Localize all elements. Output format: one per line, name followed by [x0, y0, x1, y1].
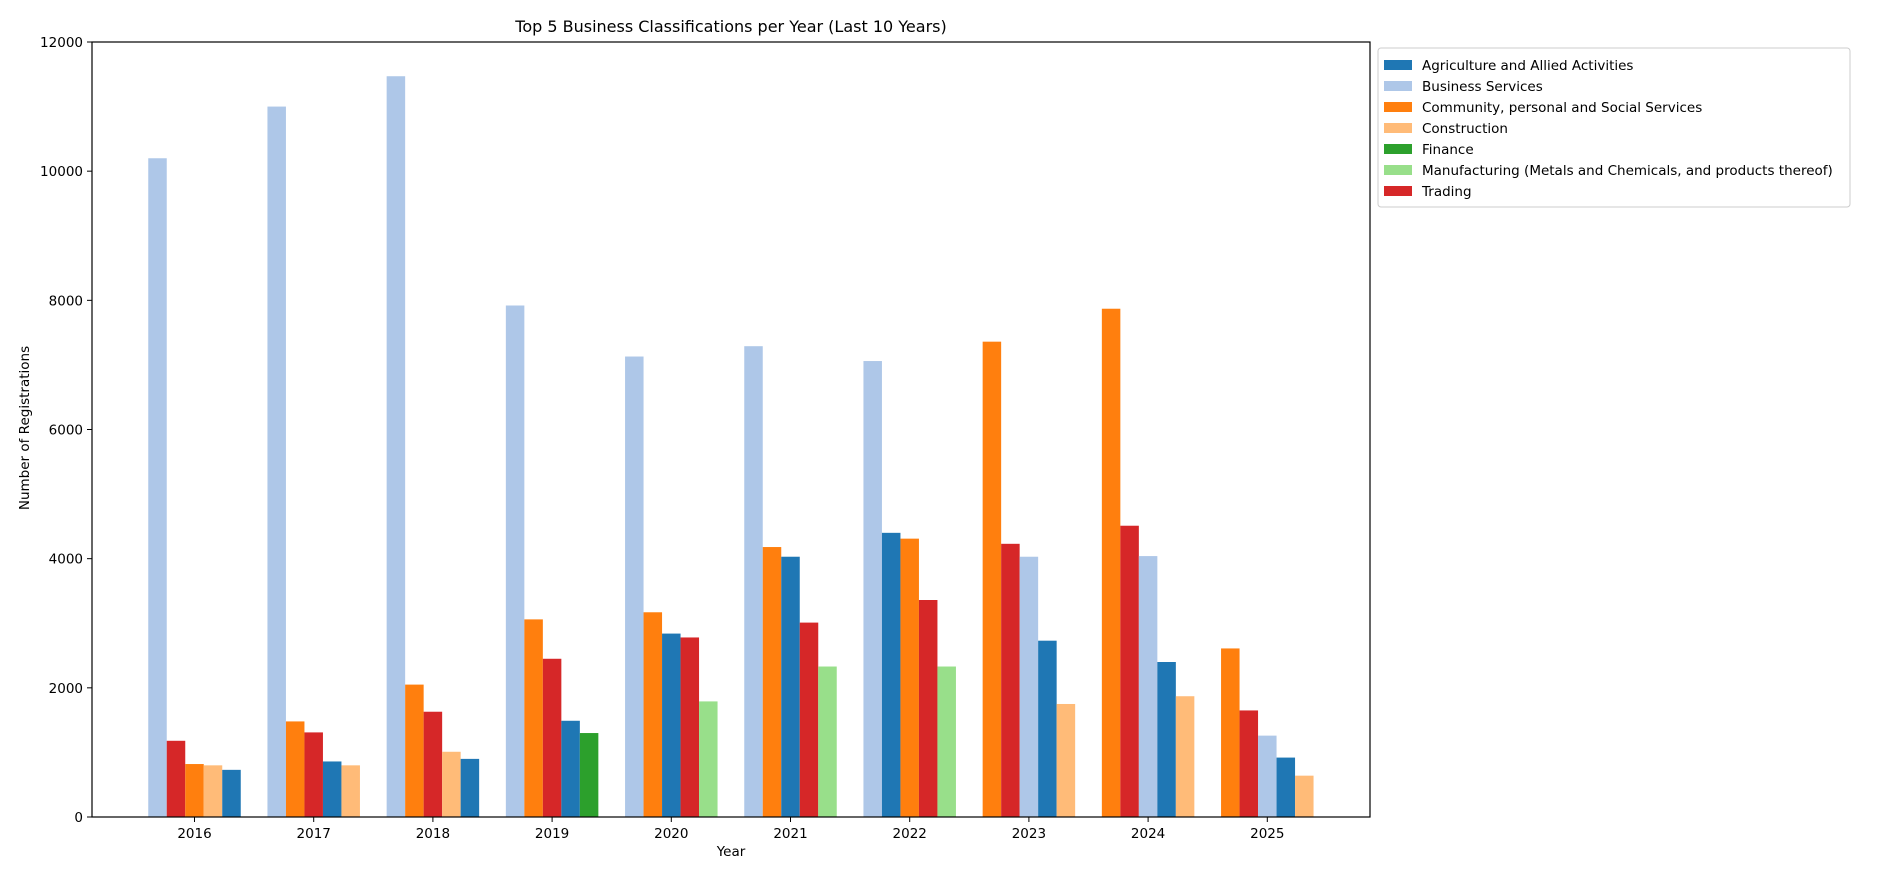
- bar-2022-manufacturing-metals-and-chemicals-and-products-thereof: [937, 666, 956, 817]
- bar-2019-trading: [542, 658, 562, 817]
- y-tick-label: 10000: [40, 164, 83, 180]
- legend-entry-label: Finance: [1422, 142, 1474, 158]
- x-tick-label: 2020: [654, 826, 688, 842]
- bar-2017-business-services: [267, 106, 286, 817]
- bar-2023-business-services: [1019, 556, 1039, 817]
- bar-2019-community-personal-and-social-services: [524, 619, 543, 818]
- bar-2025-community-personal-and-social-services: [1221, 648, 1240, 817]
- plot-frame: [91, 41, 1371, 818]
- bar-2020-trading: [680, 637, 700, 817]
- bar-2025-agriculture-and-allied-activities: [1276, 757, 1296, 817]
- bar-2019-agriculture-and-allied-activities: [561, 720, 580, 817]
- bars-layer: [148, 76, 1314, 818]
- x-tick-label: 2019: [535, 826, 569, 842]
- bar-2021-agriculture-and-allied-activities: [781, 556, 800, 817]
- legend-entry-label: Construction: [1422, 121, 1508, 137]
- bar-2017-construction: [341, 765, 360, 817]
- bar-2016-business-services: [148, 158, 167, 817]
- ticks-layer: 2016 2017 2018 2019 2020 2021 2022 2023 2024 2025…: [40, 35, 1284, 842]
- bar-2020-business-services: [625, 356, 644, 817]
- bar-2023-construction: [1056, 703, 1076, 817]
- bar-2017-agriculture-and-allied-activities: [322, 761, 342, 817]
- y-tick-label: 6000: [49, 423, 83, 439]
- bar-2025-trading: [1239, 710, 1259, 817]
- bar-2017-community-personal-and-social-services: [285, 721, 305, 817]
- bar-2025-construction: [1295, 775, 1314, 817]
- chart-title: Top 5 Business Classifications per Year …: [514, 17, 946, 36]
- y-tick-label: 2000: [49, 681, 83, 697]
- bar-2016-construction: [203, 765, 223, 817]
- bar-2023-agriculture-and-allied-activities: [1038, 640, 1057, 817]
- bar-2025-business-services: [1258, 735, 1277, 818]
- bar-2016-community-personal-and-social-services: [185, 764, 204, 817]
- bar-2020-community-personal-and-social-services: [643, 612, 663, 817]
- x-tick-label: 2016: [177, 826, 211, 842]
- y-axis-label: Number of Registrations: [17, 346, 33, 510]
- x-tick-label: 2025: [1250, 826, 1284, 842]
- bar-2019-finance: [579, 733, 599, 817]
- legend-swatch: [1384, 123, 1412, 133]
- bar-2016-trading: [166, 740, 186, 817]
- legend-swatch: [1384, 165, 1412, 175]
- bar-2023-community-personal-and-social-services: [982, 341, 1002, 817]
- legend-swatch: [1384, 102, 1412, 112]
- bar-2021-trading: [799, 622, 819, 817]
- x-tick-label: 2021: [773, 826, 807, 842]
- legend-entry-label: Business Services: [1422, 79, 1543, 95]
- bar-2018-business-services: [386, 76, 406, 818]
- legend-entry-label: Trading: [1421, 184, 1472, 200]
- legend-swatch: [1384, 60, 1412, 70]
- bar-2020-manufacturing-metals-and-chemicals-and-products-thereof: [699, 701, 718, 817]
- bar-2019-business-services: [505, 305, 525, 817]
- y-tick-label: 12000: [40, 35, 83, 51]
- bar-2022-agriculture-and-allied-activities: [881, 532, 901, 817]
- bar-2018-agriculture-and-allied-activities: [460, 758, 480, 818]
- bar-2024-community-personal-and-social-services: [1101, 308, 1121, 817]
- y-tick-label: 4000: [49, 552, 83, 568]
- bar-2022-business-services: [863, 361, 882, 817]
- bar-2021-business-services: [744, 346, 763, 817]
- bar-2023-trading: [1001, 543, 1020, 817]
- x-tick-label: 2024: [1131, 826, 1165, 842]
- legend-swatch: [1384, 144, 1412, 154]
- legend-swatch: [1384, 186, 1412, 196]
- x-axis-label: Year: [716, 844, 746, 860]
- bar-2021-community-personal-and-social-services: [762, 547, 782, 817]
- legend-box: [1377, 47, 1851, 208]
- bar-2018-community-personal-and-social-services: [405, 684, 424, 817]
- legend: Agriculture and Allied Activities Busines…: [1377, 47, 1851, 208]
- x-tick-label: 2018: [416, 826, 450, 842]
- bar-2022-trading: [918, 600, 938, 817]
- bar-2024-agriculture-and-allied-activities: [1157, 662, 1176, 817]
- x-tick-label: 2022: [893, 826, 927, 842]
- x-tick-label: 2017: [297, 826, 331, 842]
- legend-entry-label: Agriculture and Allied Activities: [1422, 58, 1633, 74]
- bar-2016-agriculture-and-allied-activities: [222, 769, 241, 817]
- bar-2024-business-services: [1138, 556, 1158, 817]
- x-tick-label: 2023: [1012, 826, 1046, 842]
- bar-2017-trading: [304, 732, 323, 817]
- y-tick-label: 8000: [49, 293, 83, 309]
- legend-entry-label: Manufacturing (Metals and Chemicals, and…: [1422, 163, 1833, 179]
- bar-2018-trading: [423, 711, 443, 817]
- legend-entry-label: Community, personal and Social Services: [1422, 100, 1702, 116]
- y-tick-label: 0: [74, 810, 83, 826]
- bar-2020-agriculture-and-allied-activities: [662, 633, 681, 817]
- bar-2024-trading: [1120, 525, 1139, 817]
- bar-2022-community-personal-and-social-services: [900, 538, 919, 817]
- bar-2024-construction: [1175, 696, 1195, 817]
- legend-swatch: [1384, 81, 1412, 91]
- bar-2021-manufacturing-metals-and-chemicals-and-products-thereof: [818, 666, 837, 817]
- bar-2018-construction: [442, 751, 461, 817]
